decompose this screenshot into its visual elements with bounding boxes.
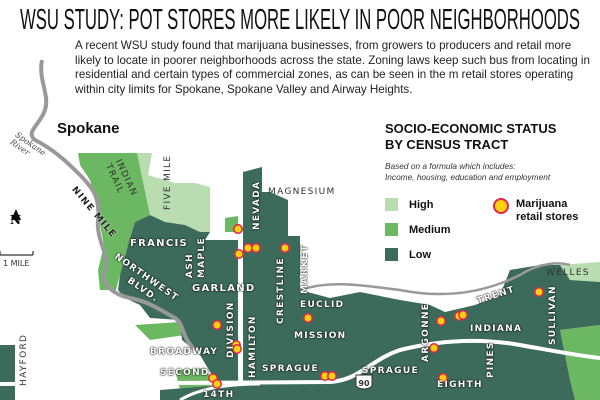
intro-line: more likely to locate in poorer neighbor…	[75, 39, 572, 67]
label-francis: FRANCIS	[130, 238, 189, 249]
legend-item-low: Low	[385, 248, 431, 261]
page-title-wrap: WSU STUDY: POT STORES MORE LIKELY IN POO…	[20, 4, 580, 36]
marijuana-store-marker	[534, 287, 544, 297]
label-division: DIVISION	[226, 301, 236, 358]
marijuana-store-marker	[303, 313, 313, 323]
legend-title: SOCIO-ECONOMIC STATUS BY CENSUS TRACT	[385, 121, 595, 153]
label-sprague-west: SPRAGUE	[262, 364, 319, 374]
marijuana-store-marker	[438, 373, 448, 383]
legend-label: Medium	[409, 223, 451, 236]
legend-item-medium: Medium	[385, 223, 451, 236]
label-crestline: CRESTLINE	[276, 257, 286, 324]
legend-label: Low	[409, 248, 431, 261]
marijuana-store-marker	[436, 316, 446, 326]
label-ash: ASH	[185, 253, 195, 278]
label-euclid: EUCLID	[300, 300, 345, 310]
label-maple: MAPLE	[197, 237, 207, 278]
legend: SOCIO-ECONOMIC STATUS BY CENSUS TRACT Ba…	[385, 121, 595, 261]
tract-low	[160, 382, 300, 400]
marijuana-store-marker	[212, 379, 222, 389]
north-label: N	[10, 213, 21, 227]
page-title: WSU STUDY: POT STORES MORE LIKELY IN POO…	[20, 4, 580, 36]
i90-shield-number: 90	[358, 379, 370, 388]
tract-high	[560, 262, 600, 282]
marijuana-store-marker	[233, 224, 243, 234]
label-hayford: HAYFORD	[19, 333, 29, 386]
label-second: SECOND	[160, 368, 210, 378]
legend-title-line: BY CENSUS TRACT	[385, 137, 509, 152]
marijuana-store-marker	[251, 243, 261, 253]
legend-swatch-low	[385, 248, 398, 261]
spokane-river	[29, 59, 197, 352]
city-label: Spokane	[57, 120, 120, 137]
label-market: MARKET	[300, 244, 310, 294]
intro-line: A recent WSU study found that marijuana …	[75, 39, 542, 52]
marijuana-store-marker	[234, 249, 244, 259]
label-argonne: ARGONNE	[421, 302, 431, 362]
marijuana-store-marker	[429, 343, 439, 353]
tract-low	[118, 215, 238, 384]
intro-line: from locating in residential and certain…	[75, 53, 590, 82]
scale-bar	[0, 251, 34, 256]
tract-low	[0, 345, 15, 400]
legend-swatch-medium	[385, 223, 398, 236]
label-eighth: EIGHTH	[437, 380, 483, 390]
legend-item-high: High	[385, 198, 433, 211]
label-indiana: INDIANA	[470, 324, 523, 334]
tract-medium	[560, 325, 600, 400]
scale-label: 1 MILE	[3, 259, 30, 268]
legend-swatch-high	[385, 198, 398, 211]
label-hamilton: HAMILTON	[248, 315, 258, 378]
river-east	[299, 262, 571, 296]
marker-swatch-icon	[493, 198, 509, 214]
label-14th: 14TH	[203, 390, 235, 400]
label-pines: PINES	[486, 341, 496, 378]
intro-text: A recent WSU study found that marijuana …	[75, 39, 595, 97]
tract-medium	[78, 153, 150, 290]
label-garland: GARLAND	[192, 283, 256, 294]
marijuana-store-marker	[243, 243, 253, 253]
intro-line: retail stores operating within city limi…	[75, 68, 574, 96]
legend-item-marker: Marijuana retail stores	[493, 198, 591, 224]
tract-low	[400, 265, 600, 400]
label-sprague-east: SPRAGUE	[362, 366, 419, 376]
tract-low	[243, 167, 400, 400]
label-wellesley: WELLES	[546, 268, 590, 278]
marijuana-store-marker	[212, 320, 222, 330]
label-nevada: NEVADA	[252, 180, 262, 230]
legend-label: Marijuana retail stores	[516, 198, 579, 223]
label-sullivan: SULLIVAN	[548, 285, 558, 345]
marijuana-store-marker	[232, 344, 242, 354]
label-mission: MISSION	[294, 331, 347, 341]
marijuana-store-marker	[327, 371, 337, 381]
i90-shield-icon: 90	[355, 374, 373, 390]
legend-subtitle: Based on a formula which includes: Incom…	[385, 161, 595, 183]
legend-label: High	[409, 198, 434, 211]
marijuana-store-marker	[458, 310, 468, 320]
north-arrow-icon	[11, 209, 21, 220]
i90-road	[0, 338, 600, 386]
legend-subtitle-line: Based on a formula which includes:	[385, 161, 516, 171]
tract-medium	[135, 322, 185, 340]
label-magnesium: MAGNESIUM	[268, 187, 336, 197]
label-broadway: BROADWAY	[150, 347, 219, 357]
label-five-mile: FIVE MILE	[163, 154, 173, 210]
marijuana-store-marker	[280, 243, 290, 253]
legend-subtitle-line: Income, housing, education and employmen…	[385, 172, 551, 182]
legend-title-line: SOCIO-ECONOMIC STATUS	[385, 121, 557, 136]
tract-high	[137, 153, 210, 232]
